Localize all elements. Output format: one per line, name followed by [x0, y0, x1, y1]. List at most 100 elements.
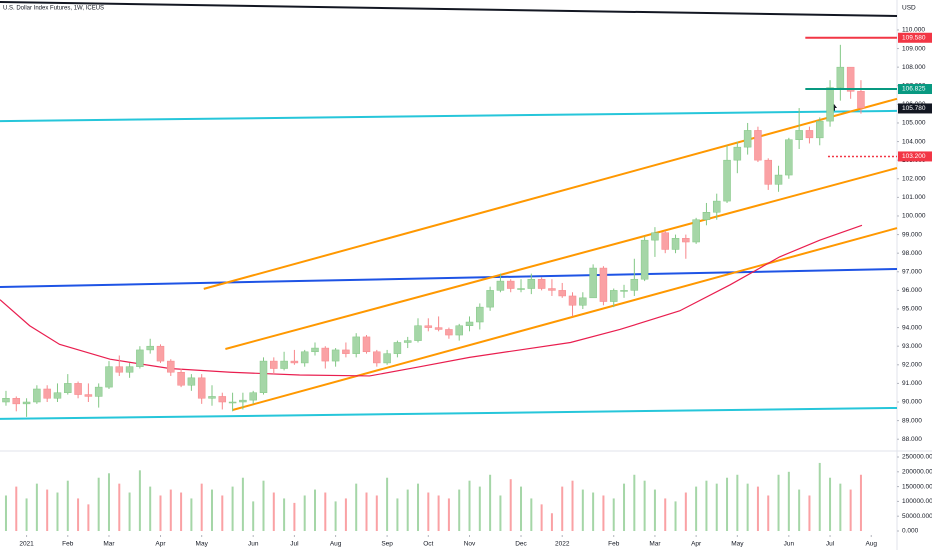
candle-body — [579, 297, 587, 306]
y-tick-label: 108.000 — [902, 64, 926, 71]
candle-body — [465, 321, 474, 326]
candle-body — [733, 146, 742, 161]
y-tick-label: 92.000 — [902, 362, 922, 369]
price-label-box — [898, 84, 932, 95]
y-tick-label: 93.000 — [902, 343, 922, 350]
volume-bar — [128, 492, 131, 532]
volume-bar — [489, 474, 492, 532]
candle-body — [362, 336, 371, 353]
volume-bar — [46, 489, 49, 532]
volume-bar — [314, 489, 317, 532]
volume-bar — [159, 495, 162, 532]
volume-bar — [571, 480, 574, 532]
volume-bar — [530, 498, 533, 532]
candle-body — [197, 377, 206, 399]
y-tick-label: 109.000 — [902, 45, 926, 52]
x-tick-label: Jul — [290, 541, 299, 548]
y-tick-label: 91.000 — [902, 380, 922, 387]
y-tick-label: 99.000 — [902, 231, 922, 238]
trendline — [0, 1, 898, 17]
trendline — [225, 167, 898, 350]
volume-bar — [262, 480, 265, 532]
arrow-marker — [831, 104, 837, 111]
x-tick-label: May — [731, 541, 744, 548]
x-tick-label: Aug — [865, 541, 877, 548]
volume-bar — [787, 471, 790, 532]
candle-body — [651, 232, 659, 241]
candle-body — [373, 351, 381, 364]
volume-bar — [499, 495, 502, 532]
candle-body — [280, 360, 288, 369]
candle-body — [826, 87, 834, 122]
volume-bar — [777, 474, 780, 532]
volume-bar — [767, 495, 770, 532]
candle-body — [414, 325, 422, 341]
candle-body — [383, 353, 391, 364]
trendline — [0, 109, 898, 123]
volume-bar — [849, 489, 852, 532]
candle-body — [74, 383, 82, 395]
volume-bar — [334, 501, 337, 532]
candle-body — [321, 347, 330, 362]
volume-bar — [633, 474, 636, 532]
candle-body — [445, 329, 453, 336]
candle-body — [774, 174, 783, 185]
candle-body — [599, 267, 608, 302]
volume-bar — [97, 477, 100, 532]
candle-body — [228, 401, 237, 404]
candle-body — [846, 66, 855, 92]
candle-body — [105, 366, 113, 388]
x-tick-label: 2022 — [555, 541, 570, 548]
volume-bar — [15, 486, 18, 532]
candle-body — [785, 139, 793, 176]
candle-body — [259, 360, 268, 393]
candle-body — [692, 219, 700, 243]
candle-body — [300, 351, 309, 364]
volume-bar — [726, 477, 729, 532]
trendline — [203, 97, 898, 290]
candle-body — [455, 325, 463, 336]
volume-bar — [715, 483, 718, 532]
candle-body — [589, 267, 597, 299]
x-tick-label: Feb — [62, 541, 74, 548]
volume-bar — [386, 477, 389, 532]
candle-body — [661, 232, 669, 250]
volume-bar — [592, 492, 595, 532]
y-tick-label: 88.000 — [902, 436, 922, 443]
price-label-box — [898, 151, 932, 162]
x-tick-label: Dec — [515, 541, 527, 548]
x-tick-label: Mar — [103, 541, 115, 548]
volume-bar — [293, 502, 296, 532]
price-label: 105.780 — [902, 105, 926, 112]
volume-bar — [623, 483, 626, 532]
x-tick-label: Jul — [826, 541, 835, 548]
volume-bar — [736, 474, 739, 532]
volume-bar — [674, 501, 677, 532]
candle-body — [218, 396, 227, 403]
x-tick-label: Apr — [691, 541, 702, 548]
volume-bar — [798, 489, 801, 532]
volume-bar — [653, 489, 656, 532]
candle-body — [537, 278, 546, 289]
x-tick-label: Feb — [608, 541, 620, 548]
volume-tick-label: 150000.000 — [902, 483, 932, 490]
volume-bar — [829, 477, 832, 532]
x-tick-label: Mar — [649, 541, 661, 548]
candle-body — [702, 212, 711, 220]
volume-bar — [406, 489, 409, 532]
volume-bar — [138, 470, 141, 532]
volume-bar — [839, 483, 842, 532]
volume-bar — [355, 483, 358, 532]
volume-bar — [200, 483, 203, 532]
price-label-box — [898, 32, 932, 43]
price-label-box — [898, 103, 932, 114]
candle-body — [568, 295, 577, 306]
candle-body — [2, 398, 10, 403]
candle-body — [352, 336, 360, 354]
volume-tick-label: 50000.000 — [902, 513, 932, 520]
price-label: 109.580 — [902, 34, 926, 41]
volume-bar — [643, 480, 646, 532]
candle-body — [857, 91, 865, 109]
y-tick-label: 101.000 — [902, 194, 926, 201]
x-tick-label: Jun — [784, 541, 795, 548]
